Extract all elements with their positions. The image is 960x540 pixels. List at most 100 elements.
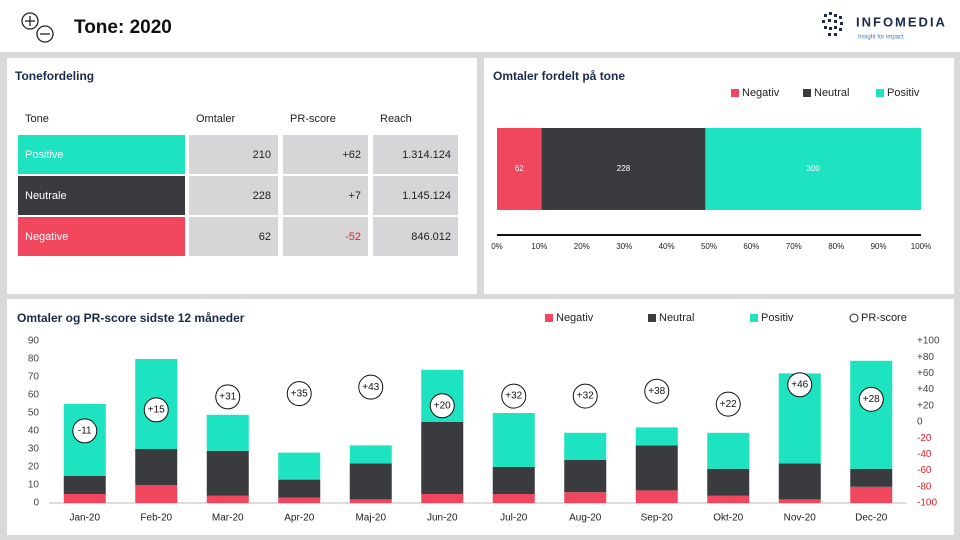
column-header: PR-score	[290, 113, 336, 125]
legend-marker	[876, 89, 884, 97]
pr-score-marker	[858, 386, 884, 412]
table-cell	[373, 135, 458, 174]
x-tick-label: 40%	[659, 242, 675, 251]
pr-score-marker	[358, 374, 384, 400]
y2-tick-label: 0	[917, 417, 923, 428]
y-tick-label: 60	[28, 390, 40, 401]
cell-text: 62	[259, 231, 271, 243]
data-label: 300	[807, 164, 821, 173]
x-tick-label: 90%	[871, 242, 887, 251]
bar-segment	[278, 479, 321, 498]
cell-text: +7	[348, 190, 361, 202]
data-label: +32	[505, 391, 522, 402]
x-tick-label: Dec-20	[855, 513, 888, 524]
x-tick-label: 20%	[574, 242, 590, 251]
data-label: +22	[720, 399, 737, 410]
bar-segment	[635, 445, 678, 491]
panel-title: Tonefordeling	[15, 69, 94, 83]
data-label: +31	[219, 392, 236, 403]
data-label: +20	[434, 400, 451, 411]
bar-segment	[278, 497, 321, 503]
legend-label: Positiv	[761, 312, 794, 324]
data-label: -11	[78, 426, 92, 437]
table-cell	[189, 217, 278, 256]
cell-text: +62	[342, 149, 361, 161]
bar-segment	[850, 486, 893, 503]
legend-label: Neutral	[814, 87, 849, 99]
x-tick-label: Maj-20	[355, 513, 386, 524]
column-header: Reach	[380, 113, 412, 125]
zoom-icon	[21, 12, 54, 43]
cell-text: Neutrale	[25, 190, 67, 202]
header-bar	[0, 0, 960, 52]
bar-segment	[564, 459, 607, 493]
pr-score-marker	[143, 397, 169, 423]
y-tick-label: 50	[28, 408, 40, 419]
cell-text: 228	[253, 190, 271, 202]
x-tick-label: Sep-20	[641, 513, 674, 524]
cell-text: 210	[253, 149, 271, 161]
bar-segment	[63, 476, 106, 494]
panel-title: Omtaler og PR-score sidste 12 måneder	[17, 311, 245, 325]
bar-segment	[564, 492, 607, 503]
y-tick-label: 30	[28, 444, 40, 455]
bar-segment	[635, 490, 678, 503]
bar-segment	[206, 450, 249, 496]
legend-marker	[849, 313, 859, 323]
y2-tick-label: -100	[917, 498, 937, 509]
x-tick-label: Jun-20	[427, 513, 458, 524]
bar-segment	[707, 432, 750, 469]
y-tick-label: 90	[28, 336, 40, 347]
bar-segment	[421, 422, 464, 494]
pr-score-marker	[286, 381, 312, 407]
y-tick-label: 80	[28, 354, 40, 365]
x-tick-label: Apr-20	[284, 513, 314, 524]
y-tick-label: 20	[28, 462, 40, 473]
y2-tick-label: -20	[917, 433, 932, 444]
bar-segment	[206, 495, 249, 503]
y-tick-label: 70	[28, 372, 40, 383]
bar-segment	[349, 463, 392, 500]
x-tick-label: Jan-20	[69, 513, 100, 524]
table-cell	[189, 176, 278, 215]
legend-label: PR-score	[861, 312, 907, 324]
x-tick-label: 30%	[616, 242, 632, 251]
cell-text: Negative	[25, 231, 68, 243]
x-tick-label: Okt-20	[713, 513, 743, 524]
bar-segment	[635, 427, 678, 446]
x-tick-label: 10%	[531, 242, 547, 251]
x-tick-label: Mar-20	[212, 513, 244, 524]
x-tick-label: 0%	[491, 242, 503, 251]
bar-segment	[778, 463, 821, 500]
bar-segment	[707, 468, 750, 496]
data-label: 228	[617, 164, 631, 173]
bar-segment	[705, 128, 921, 210]
pr-score-marker	[787, 372, 813, 398]
y2-tick-label: -80	[917, 481, 932, 492]
table-cell	[18, 217, 185, 256]
y2-tick-label: +60	[917, 368, 934, 379]
x-tick-label: 80%	[828, 242, 844, 251]
table-cell	[18, 176, 185, 215]
bar-segment	[492, 494, 535, 503]
bar-segment	[541, 128, 706, 210]
y2-tick-label: +80	[917, 352, 934, 363]
pr-score-marker	[72, 418, 98, 444]
bar-segment	[492, 413, 535, 467]
table-cell	[18, 135, 185, 174]
legend-marker	[545, 314, 553, 322]
x-tick-label: 100%	[911, 242, 931, 251]
data-label: +28	[863, 394, 880, 405]
cell-text: 1.145.124	[402, 190, 451, 202]
bar-segment	[492, 467, 535, 494]
pr-score-marker	[215, 384, 241, 410]
bar-segment	[135, 485, 178, 503]
bar-segment	[63, 494, 106, 503]
data-label: 62	[515, 164, 524, 173]
y2-tick-label: -40	[917, 449, 932, 460]
y2-tick-label: +100	[917, 336, 940, 347]
bar-segment	[421, 494, 464, 503]
legend-label: Neutral	[659, 312, 694, 324]
